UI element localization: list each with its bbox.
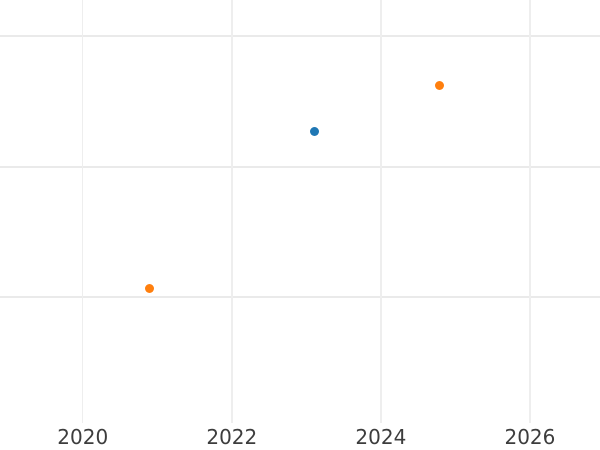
data-point-orange: [144, 284, 154, 294]
y-gridline: [0, 165, 600, 168]
x-tick-label: 2020: [57, 425, 109, 449]
x-gridline: [529, 0, 531, 423]
data-point-orange: [435, 81, 445, 91]
x-tick-label: 2022: [206, 425, 258, 449]
y-gridline: [0, 295, 600, 298]
x-gridline: [231, 0, 233, 423]
x-gridline: [380, 0, 382, 423]
x-tick-label: 2024: [355, 425, 407, 449]
plot-area: [0, 0, 600, 423]
y-gridline: [0, 35, 600, 38]
x-gridline: [81, 0, 84, 423]
x-tick-label: 2026: [504, 425, 556, 449]
data-point-blue: [310, 126, 320, 136]
